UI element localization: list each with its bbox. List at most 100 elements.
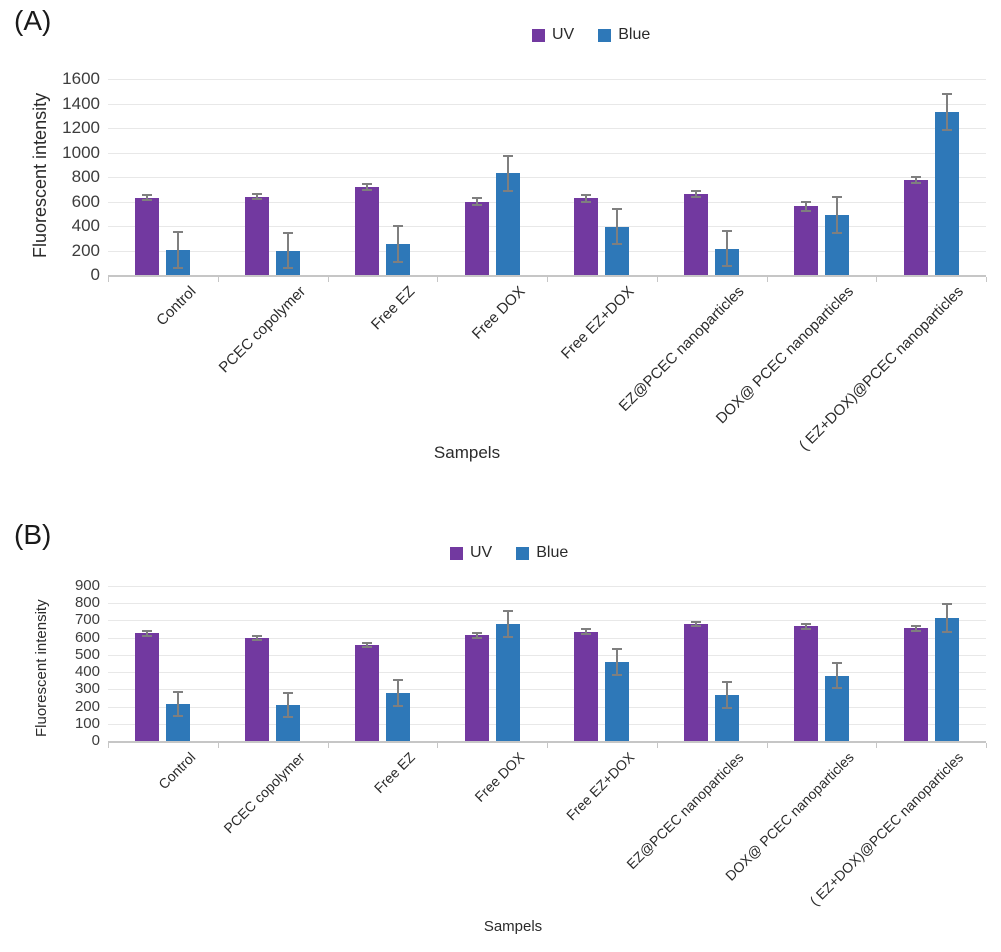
- error-bar-line: [146, 195, 149, 201]
- error-bar-cap: [502, 609, 513, 612]
- x-category-label-text: PCEC copolymer: [215, 283, 309, 377]
- y-tick-label: 600: [71, 191, 100, 211]
- bar-uv: [574, 198, 599, 275]
- bar-uv: [354, 645, 379, 741]
- gridline: [108, 637, 986, 639]
- error-bar-line: [506, 610, 509, 637]
- gridline: [108, 152, 986, 154]
- error-bar-cap: [612, 647, 623, 650]
- uv-swatch-icon: [532, 28, 545, 42]
- bar-uv: [903, 628, 928, 741]
- panel-b-label: (B): [14, 519, 52, 550]
- error-bar-cap: [800, 210, 811, 213]
- bar-uv: [354, 186, 379, 275]
- y-tick-label: 1600: [62, 69, 100, 88]
- legend-label-uv: UV: [470, 544, 493, 561]
- bar-uv: [574, 631, 599, 741]
- y-tick-label: 400: [71, 216, 100, 235]
- uv-swatch-icon: [450, 546, 463, 560]
- error-bar-cap: [502, 154, 513, 157]
- bar-uv: [464, 201, 489, 275]
- bar-uv: [793, 206, 818, 275]
- panel-a-label: (A): [14, 5, 52, 36]
- error-bar-line: [396, 679, 399, 706]
- blue-swatch-icon: [516, 546, 530, 560]
- legend-label-blue: Blue: [618, 26, 651, 43]
- error-bar-cap: [392, 225, 403, 227]
- y-tick-label: 500: [74, 645, 100, 663]
- error-bar-cap: [392, 678, 403, 681]
- error-bar-cap: [581, 194, 592, 197]
- bar-uv: [793, 626, 818, 741]
- axis-tick: [876, 277, 878, 282]
- x-category-label-text: PCEC copolymer: [220, 749, 308, 837]
- error-bar-line: [726, 682, 729, 709]
- y-tick-label: 700: [74, 611, 100, 629]
- gridline: [108, 586, 986, 587]
- error-bar-line: [616, 209, 619, 244]
- error-bar-cap: [941, 603, 952, 606]
- error-bar-cap: [722, 681, 733, 684]
- error-bar-cap: [910, 624, 921, 627]
- plot-A: 0 200 400 600 800 1000 1200 1400 1600 Control PCEC…: [62, 70, 987, 454]
- y-tick-label: 400: [74, 663, 100, 681]
- y-tick-label: 0: [90, 265, 100, 284]
- error-bar-cap: [941, 630, 952, 633]
- axis-tick: [437, 743, 439, 748]
- bar-uv: [135, 633, 160, 741]
- error-bar-cap: [800, 200, 811, 203]
- error-bar-line: [804, 201, 807, 212]
- error-bar-line: [146, 630, 149, 636]
- gridline: [108, 103, 986, 105]
- gridline: [108, 654, 986, 656]
- error-bar-cap: [392, 704, 403, 707]
- error-bar-cap: [142, 194, 153, 197]
- axis-tick: [547, 277, 548, 282]
- legend-item-uv: UV: [532, 26, 574, 44]
- plot-B: 0 100 200 300 400 500 600 700 800 900 Control PCEC …: [75, 577, 987, 909]
- y-tick-label: 300: [74, 680, 100, 698]
- x-category-label-text: Control: [154, 749, 199, 793]
- x-axis-title-a: Sampels: [433, 443, 501, 462]
- error-bar-cap: [831, 687, 842, 690]
- bar-uv: [464, 635, 489, 741]
- error-bar-cap: [831, 196, 842, 199]
- error-bar-cap: [691, 190, 702, 193]
- x-category-label-text: Free EZ+DOX: [558, 283, 638, 363]
- error-bar-cap: [941, 128, 952, 131]
- error-bar-cap: [471, 196, 482, 199]
- error-bar-cap: [173, 690, 184, 693]
- error-bar-cap: [173, 715, 184, 718]
- error-bar-cap: [800, 627, 811, 630]
- error-bar-line: [945, 94, 948, 130]
- error-bar-line: [585, 195, 588, 202]
- axis-tick: [108, 277, 109, 282]
- x-category-label-text: EZ@PCEC nanoparticles: [623, 749, 747, 873]
- error-bar-line: [804, 624, 807, 629]
- error-bar-cap: [283, 266, 294, 269]
- gridline: [108, 620, 986, 622]
- error-bar-line: [835, 197, 838, 233]
- legend-item-uv: UV: [450, 544, 492, 562]
- error-bar-cap: [910, 629, 921, 632]
- error-bar-line: [616, 648, 619, 675]
- y-tick-label: 900: [74, 577, 100, 594]
- error-bar-cap: [361, 182, 372, 185]
- axis-tick: [986, 277, 987, 282]
- gridline: [108, 128, 986, 129]
- error-bar-cap: [691, 620, 702, 623]
- axis-tick: [986, 743, 987, 748]
- error-bar-cap: [361, 188, 372, 191]
- error-bar-cap: [142, 634, 153, 637]
- error-bar-cap: [581, 200, 592, 203]
- error-bar-cap: [722, 229, 733, 232]
- error-bar-cap: [361, 642, 372, 645]
- axis-tick: [327, 277, 329, 282]
- legend-label-uv: UV: [552, 26, 575, 43]
- error-bar-cap: [502, 635, 513, 638]
- bar-uv: [903, 180, 928, 275]
- error-bar-line: [475, 197, 478, 206]
- error-bar-cap: [831, 231, 842, 234]
- error-bar-cap: [722, 707, 733, 710]
- legend-label-blue: Blue: [536, 544, 569, 561]
